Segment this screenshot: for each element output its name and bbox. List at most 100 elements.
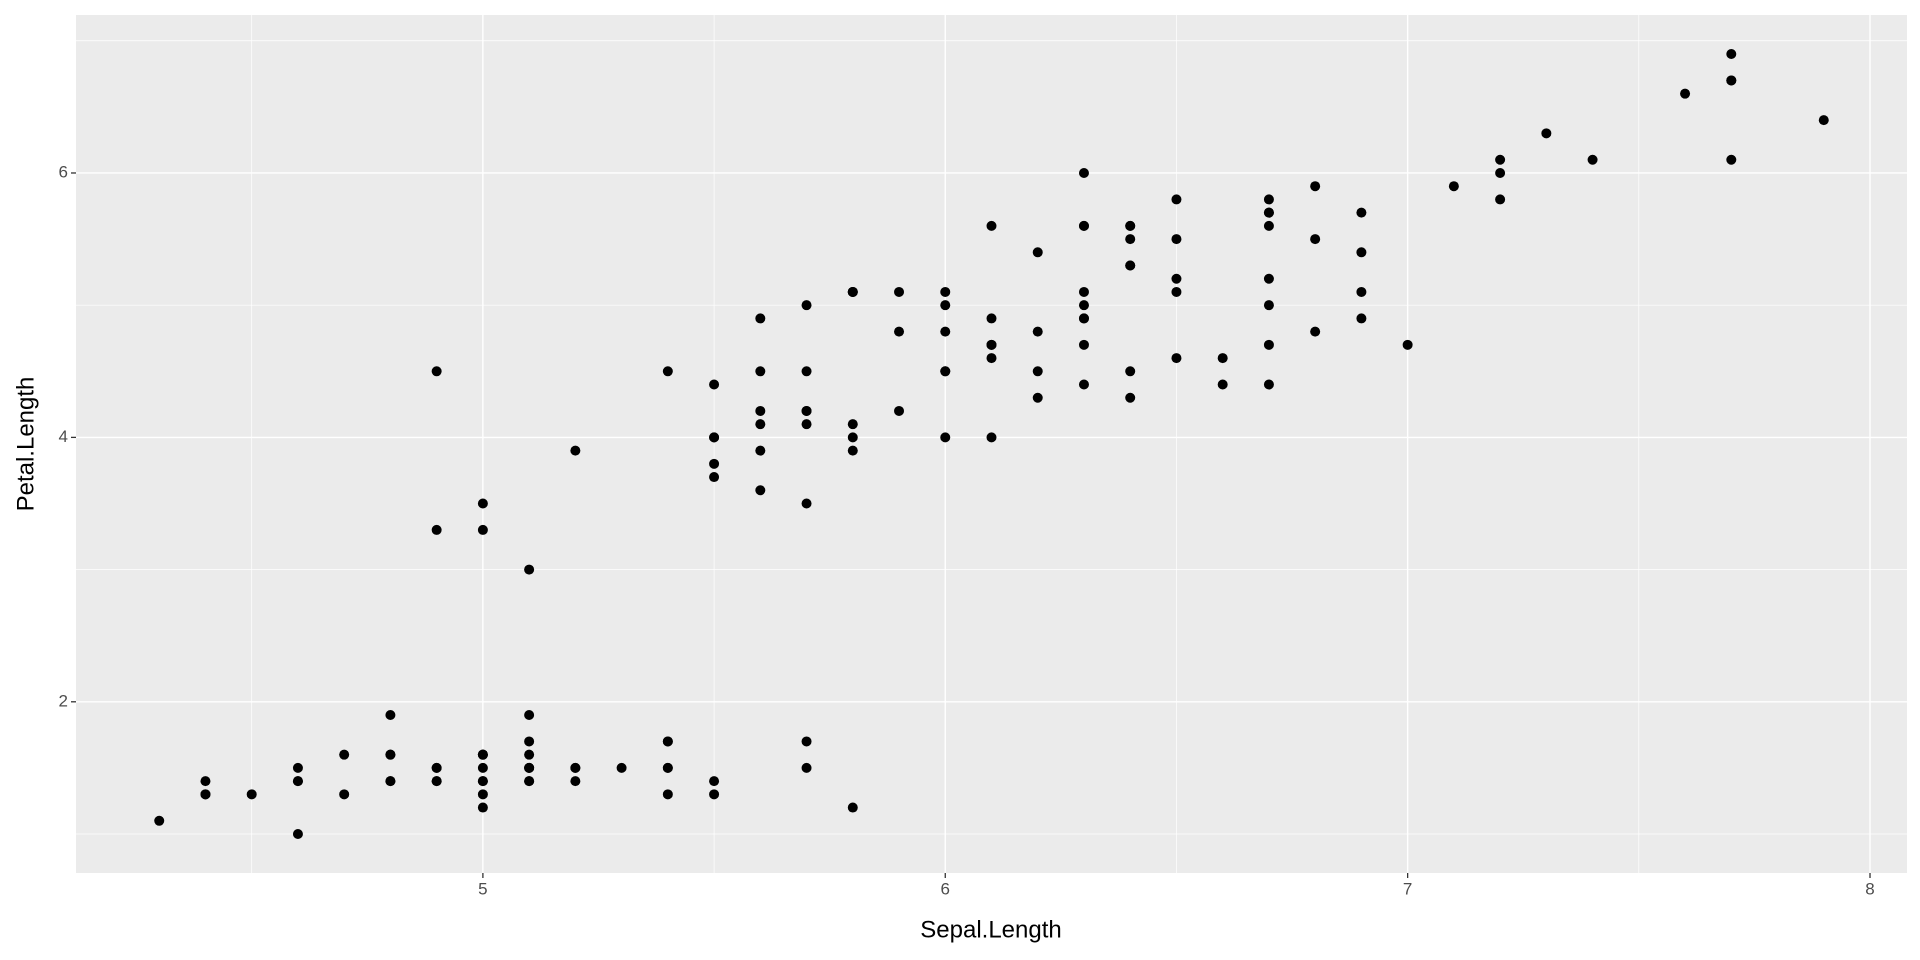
point bbox=[709, 432, 720, 443]
point bbox=[246, 789, 257, 800]
point bbox=[524, 564, 535, 575]
point bbox=[986, 220, 997, 231]
point bbox=[847, 802, 858, 813]
point bbox=[801, 300, 812, 311]
point bbox=[986, 432, 997, 443]
x-axis-title: Sepal.Length bbox=[920, 916, 1061, 943]
point bbox=[154, 815, 165, 826]
point bbox=[1125, 392, 1136, 403]
point bbox=[1263, 339, 1274, 350]
point bbox=[662, 366, 673, 377]
point bbox=[292, 776, 303, 787]
point bbox=[292, 829, 303, 839]
point bbox=[801, 736, 812, 747]
point bbox=[339, 749, 350, 760]
point bbox=[1171, 286, 1182, 297]
point bbox=[431, 524, 442, 535]
point bbox=[709, 789, 720, 800]
points bbox=[154, 49, 1829, 839]
point bbox=[709, 458, 720, 469]
point bbox=[1495, 154, 1506, 165]
point bbox=[894, 405, 905, 416]
point bbox=[1263, 220, 1274, 231]
point bbox=[662, 736, 673, 747]
point bbox=[986, 339, 997, 350]
point bbox=[477, 524, 488, 535]
point bbox=[847, 432, 858, 443]
point bbox=[1310, 181, 1321, 192]
point bbox=[292, 762, 303, 773]
point bbox=[1818, 115, 1829, 126]
point bbox=[1726, 49, 1737, 59]
point bbox=[1032, 366, 1043, 377]
point bbox=[1078, 220, 1089, 231]
x-tick-label: 7 bbox=[1403, 879, 1412, 898]
point bbox=[894, 286, 905, 297]
point bbox=[1125, 234, 1136, 245]
point bbox=[847, 445, 858, 456]
x-tick-label: 6 bbox=[941, 879, 950, 898]
point bbox=[1125, 366, 1136, 377]
point bbox=[1448, 181, 1459, 192]
point bbox=[1217, 353, 1228, 364]
point bbox=[1032, 247, 1043, 258]
point bbox=[385, 710, 396, 721]
point bbox=[431, 762, 442, 773]
point bbox=[200, 789, 211, 800]
point bbox=[709, 472, 720, 483]
point bbox=[524, 776, 535, 787]
point bbox=[755, 485, 766, 496]
point bbox=[477, 762, 488, 773]
point bbox=[431, 776, 442, 787]
point bbox=[1541, 128, 1552, 139]
point bbox=[1263, 273, 1274, 284]
point bbox=[1032, 392, 1043, 403]
point bbox=[477, 498, 488, 509]
point bbox=[940, 432, 951, 443]
point bbox=[801, 366, 812, 377]
point bbox=[1078, 379, 1089, 390]
point bbox=[1078, 300, 1089, 311]
point bbox=[662, 789, 673, 800]
point bbox=[385, 776, 396, 787]
point bbox=[1726, 75, 1737, 86]
point bbox=[1310, 326, 1321, 337]
point bbox=[801, 419, 812, 430]
axes: 5 6 7 8 2 4 6 bbox=[59, 162, 1875, 898]
point bbox=[570, 762, 581, 773]
point bbox=[662, 762, 673, 773]
point bbox=[339, 789, 350, 800]
point bbox=[1171, 273, 1182, 284]
point bbox=[801, 498, 812, 509]
point bbox=[570, 445, 581, 456]
y-tick-label: 4 bbox=[59, 427, 68, 446]
point bbox=[1125, 220, 1136, 231]
point bbox=[524, 762, 535, 773]
point bbox=[570, 776, 581, 787]
point bbox=[1171, 353, 1182, 364]
point bbox=[431, 366, 442, 377]
point bbox=[1171, 194, 1182, 205]
y-tick-label: 2 bbox=[59, 691, 68, 710]
point bbox=[709, 379, 720, 390]
point bbox=[1356, 313, 1367, 324]
point bbox=[1495, 194, 1506, 205]
point bbox=[801, 762, 812, 773]
point bbox=[1217, 379, 1228, 390]
point bbox=[1402, 339, 1413, 350]
point bbox=[709, 776, 720, 787]
point bbox=[1078, 313, 1089, 324]
point bbox=[801, 405, 812, 416]
point bbox=[755, 445, 766, 456]
point bbox=[940, 300, 951, 311]
point bbox=[755, 405, 766, 416]
point bbox=[940, 326, 951, 337]
point bbox=[524, 749, 535, 760]
point bbox=[847, 419, 858, 430]
point bbox=[755, 419, 766, 430]
point bbox=[1125, 260, 1136, 271]
y-tick-label: 6 bbox=[59, 162, 68, 181]
point bbox=[755, 313, 766, 324]
point bbox=[477, 776, 488, 787]
